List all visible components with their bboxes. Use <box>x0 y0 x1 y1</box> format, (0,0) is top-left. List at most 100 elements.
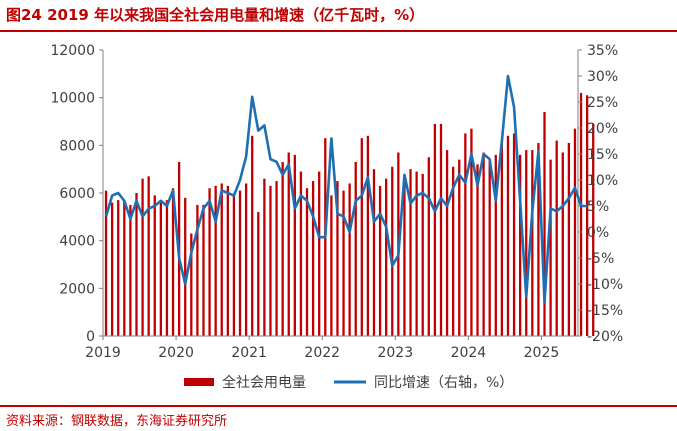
y-left-tick-label: 2000 <box>59 281 95 297</box>
bar <box>464 133 467 336</box>
bar <box>385 178 388 336</box>
bar <box>318 171 321 336</box>
bar <box>135 193 138 336</box>
bar <box>330 195 333 336</box>
bar <box>579 92 583 337</box>
y-left-tick-label: 4000 <box>59 234 95 250</box>
bar <box>366 135 370 336</box>
bar <box>378 185 382 336</box>
bar <box>354 162 357 336</box>
bar <box>184 197 187 336</box>
footer-divider <box>0 405 677 407</box>
x-tick-label: 2022 <box>304 345 340 361</box>
bar <box>190 233 193 336</box>
bar <box>391 166 394 336</box>
x-tick-label: 2019 <box>85 345 121 361</box>
y-left-tick-label: 0 <box>86 329 95 345</box>
y-left-tick-label: 8000 <box>59 138 95 154</box>
legend-bar-label: 全社会用电量 <box>222 374 306 391</box>
bar <box>421 173 424 336</box>
source-note: 资料来源：钢联数据，东海证券研究所 <box>6 414 228 429</box>
bar <box>415 171 418 336</box>
bar <box>220 183 223 336</box>
bar <box>287 152 290 336</box>
bar <box>196 204 199 336</box>
bar <box>165 200 169 336</box>
bar <box>299 171 303 336</box>
bar <box>244 183 248 336</box>
bar <box>226 185 229 336</box>
bar <box>439 123 443 336</box>
bar <box>129 204 132 336</box>
x-tick-label: 2023 <box>377 345 413 361</box>
bar <box>104 190 108 336</box>
bar <box>403 181 406 336</box>
bar <box>123 200 126 336</box>
bar <box>269 185 272 336</box>
y-right-tick-label: -5% <box>587 251 614 267</box>
bar <box>458 159 461 336</box>
legend: 全社会用电量 同比增速（右轴，%） <box>184 374 513 391</box>
bar <box>409 169 412 336</box>
bar <box>251 135 254 336</box>
y-right-tick-label: 25% <box>587 95 618 111</box>
y-right-tick-label: 35% <box>587 43 618 59</box>
y-left-tick-label: 12000 <box>50 43 95 59</box>
bar <box>573 128 577 336</box>
page-title: 图24 2019 年以来我国全社会用电量和增速（亿千瓦时，%） <box>6 6 425 24</box>
x-tick-label: 2025 <box>524 345 560 361</box>
bar <box>305 188 309 336</box>
y-right-tick-label: -15% <box>587 303 623 319</box>
bar <box>232 195 236 336</box>
bar <box>360 138 363 336</box>
growth-line <box>104 74 588 304</box>
electricity-chart: 0 2000 4000 6000 8000 10000 12000 -20% -15% -10% -… <box>50 43 623 391</box>
bar <box>470 128 473 336</box>
bar <box>202 204 205 336</box>
y-right-tick-label: -10% <box>587 277 623 293</box>
y-right-tick-label: 20% <box>587 121 618 137</box>
bar <box>342 190 345 336</box>
bar <box>293 154 296 336</box>
bar <box>519 154 522 336</box>
bar <box>141 178 144 336</box>
bar <box>110 202 114 336</box>
bar <box>214 185 217 336</box>
bar <box>494 154 497 336</box>
bar <box>117 200 120 336</box>
bar <box>543 111 546 336</box>
y-right-tick-label: 5% <box>587 199 609 215</box>
bar <box>281 162 284 336</box>
bar <box>585 95 589 336</box>
bar <box>372 169 376 336</box>
y-right-tick-label: 15% <box>587 147 618 163</box>
y-right-tick-label: 30% <box>587 69 618 85</box>
x-tick-label: 2021 <box>231 345 267 361</box>
y-right-tick-label: 0% <box>587 225 609 241</box>
bar <box>555 140 558 336</box>
title-divider <box>0 30 677 32</box>
x-tick-label: 2020 <box>158 345 194 361</box>
bar <box>171 188 175 336</box>
bar <box>452 166 455 336</box>
bar <box>153 195 156 336</box>
bar <box>476 164 479 336</box>
bar <box>537 142 540 336</box>
bar <box>512 133 516 336</box>
bar <box>433 123 437 336</box>
bar <box>482 152 485 336</box>
bar <box>567 142 571 336</box>
axes-group <box>99 49 582 340</box>
bar <box>348 183 351 336</box>
bar <box>531 150 534 336</box>
bar <box>275 181 278 336</box>
y-left-tick-label: 10000 <box>50 91 95 107</box>
legend-bar-swatch <box>184 378 214 386</box>
y-right-tick-label: 10% <box>587 173 618 189</box>
bar <box>238 190 242 336</box>
legend-line-label: 同比增速（右轴，%） <box>374 375 513 391</box>
y-right-tick-label: -20% <box>587 329 623 345</box>
bar <box>445 150 449 336</box>
y-left-tick-label: 6000 <box>59 186 95 202</box>
bar <box>147 176 150 336</box>
